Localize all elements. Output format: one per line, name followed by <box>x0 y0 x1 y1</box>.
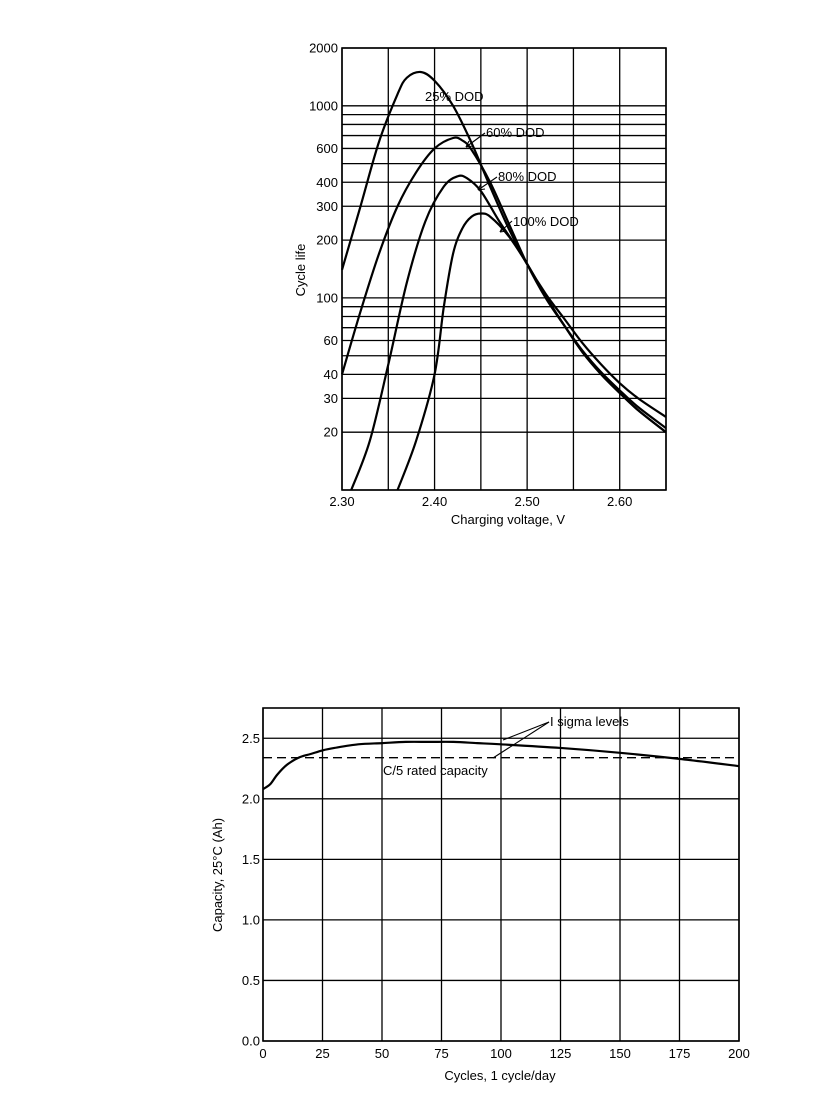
capacity-y-tick-labels: 0.0 0.5 1.0 1.5 2.0 2.5 <box>242 731 260 1049</box>
cycle-life-y-tick-label: 40 <box>324 367 338 382</box>
capacity-x-tick-label: 100 <box>490 1046 512 1061</box>
annotation-80-dod: 80% DOD <box>498 169 557 184</box>
cycle-life-y-tick-label: 300 <box>316 199 338 214</box>
leader-60-dod <box>465 132 486 148</box>
cycle-life-grid <box>341 47 667 491</box>
capacity-y-tick-label: 1.0 <box>242 912 260 927</box>
capacity-plot-frame <box>262 707 740 1042</box>
cycle-life-x-axis-label: Charging voltage, V <box>451 512 566 527</box>
capacity-chart: 0 25 50 75 100 125 150 175 200 0.0 0.5 1.0 1.5 2.0 2.… <box>210 707 750 1083</box>
capacity-x-axis-label: Cycles, 1 cycle/day <box>444 1068 556 1083</box>
cycle-life-y-tick-label: 100 <box>316 290 338 305</box>
annotation-25-dod: 25% DOD <box>425 89 484 104</box>
cycle-life-y-tick-label: 20 <box>324 425 338 440</box>
capacity-x-tick-label: 25 <box>315 1046 329 1061</box>
cycle-life-x-tick-labels: 2.30 2.40 2.50 2.60 <box>329 494 632 509</box>
capacity-y-tick-label: 1.5 <box>242 852 260 867</box>
cycle-life-chart: 2.30 2.40 2.50 2.60 20 30 40 60 100 200 300 400 600… <box>293 41 667 527</box>
capacity-x-tick-labels: 0 25 50 75 100 125 150 175 200 <box>259 1046 749 1061</box>
arrow-60-dod <box>465 140 474 148</box>
capacity-x-tick-label: 175 <box>669 1046 691 1061</box>
cycle-life-series-25-dod <box>340 70 667 418</box>
arrow-100-dod <box>499 225 508 233</box>
cycle-life-y-tick-label: 1000 <box>309 98 338 113</box>
capacity-x-tick-label: 200 <box>728 1046 750 1061</box>
cycle-life-y-tick-label: 200 <box>316 233 338 248</box>
annotation-60-dod: 60% DOD <box>486 125 545 140</box>
capacity-x-tick-label: 75 <box>434 1046 448 1061</box>
capacity-y-tick-label: 2.0 <box>242 791 260 806</box>
capacity-x-tick-label: 150 <box>609 1046 631 1061</box>
cycle-life-y-tick-label: 2000 <box>309 41 338 56</box>
leader-80-dod <box>477 176 498 191</box>
cycle-life-x-tick-label: 2.40 <box>422 494 447 509</box>
leader-sigma-upper <box>502 721 550 741</box>
arrow-80-dod <box>477 183 486 191</box>
cycle-life-y-tick-label: 600 <box>316 141 338 156</box>
capacity-series-line <box>262 740 740 791</box>
cycle-life-y-axis-label: Cycle life <box>293 244 308 297</box>
cycle-life-y-tick-labels: 20 30 40 60 100 200 300 400 600 1000 2000 <box>309 41 338 440</box>
cycle-life-series-100-dod <box>396 212 667 491</box>
capacity-y-tick-label: 0.5 <box>242 973 260 988</box>
annotation-sigma-levels: I sigma levels <box>550 714 629 729</box>
leader-100-dod <box>499 220 513 233</box>
annotation-rated-capacity: C/5 rated capacity <box>383 763 488 778</box>
cycle-life-y-tick-label: 30 <box>324 391 338 406</box>
cycle-life-y-tick-label: 60 <box>324 333 338 348</box>
capacity-x-tick-label: 50 <box>375 1046 389 1061</box>
cycle-life-x-tick-label: 2.50 <box>514 494 539 509</box>
cycle-life-x-tick-label: 2.30 <box>329 494 354 509</box>
cycle-life-y-tick-label: 400 <box>316 175 338 190</box>
capacity-y-tick-label: 2.5 <box>242 731 260 746</box>
capacity-x-tick-label: 0 <box>259 1046 266 1061</box>
cycle-life-x-tick-label: 2.60 <box>607 494 632 509</box>
capacity-y-axis-label: Capacity, 25°C (Ah) <box>210 818 225 932</box>
capacity-x-tick-label: 125 <box>550 1046 572 1061</box>
capacity-series-lines <box>262 740 740 791</box>
capacity-y-tick-label: 0.0 <box>242 1034 260 1049</box>
annotation-100-dod: 100% DOD <box>513 214 579 229</box>
leader-sigma-lower <box>492 721 550 759</box>
